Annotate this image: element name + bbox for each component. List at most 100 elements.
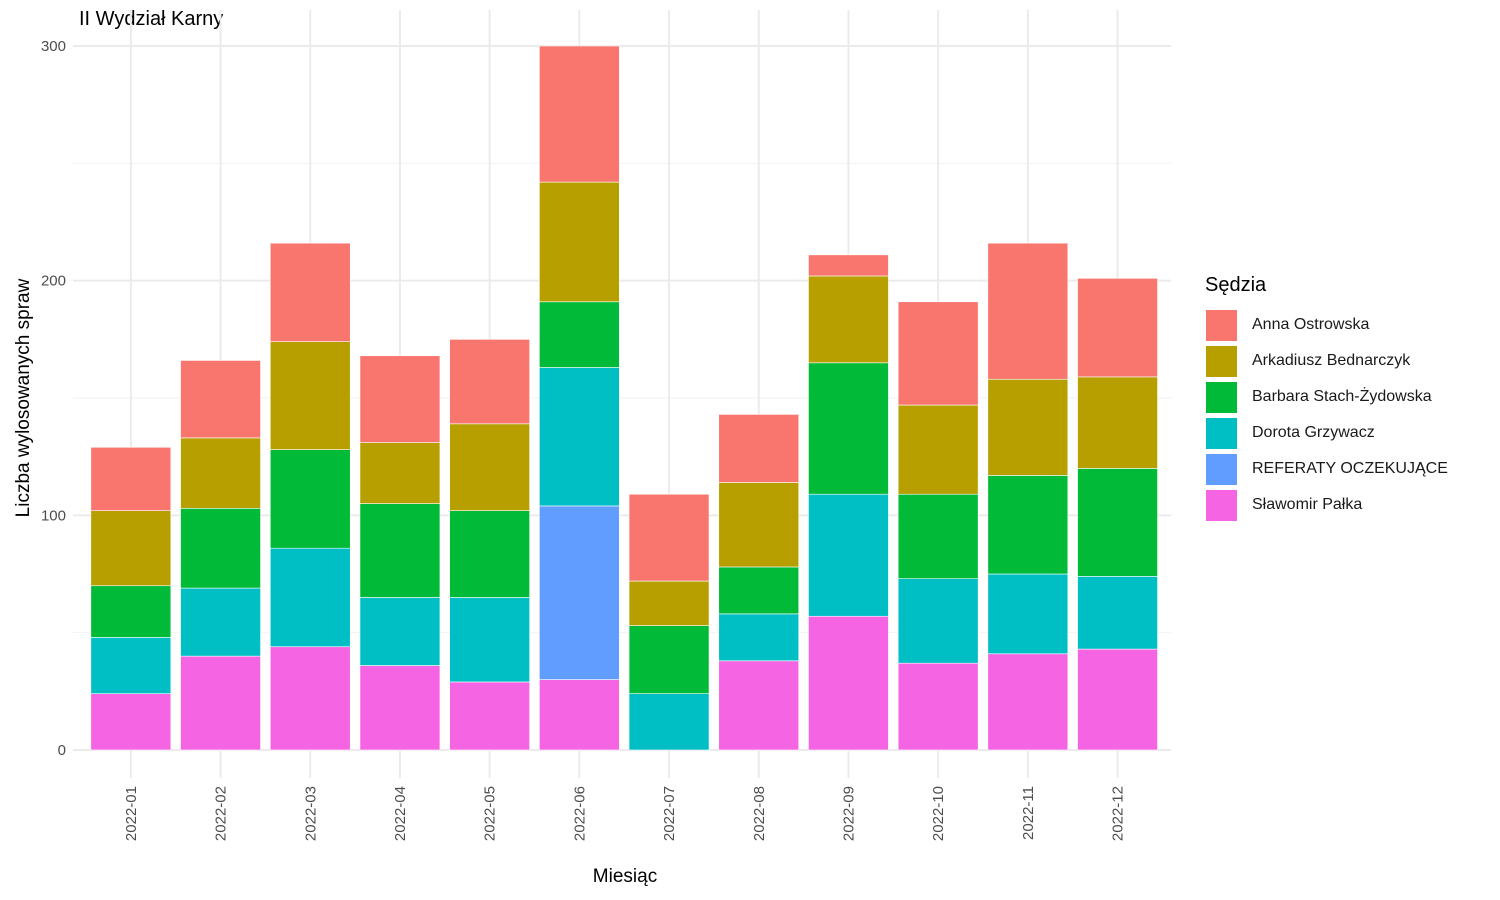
bar-segment-2022-08-barbara-stach-ydowska — [718, 566, 800, 615]
legend-items: Anna Ostrowska Arkadiusz Bednarczyk Barbar… — [1205, 307, 1448, 523]
x-axis-label: Miesiąc — [592, 866, 658, 887]
bar-segment-2022-10-s-awomir-pa-ka — [897, 662, 979, 751]
legend-label: Dorota Grzywacz — [1252, 424, 1375, 441]
y-tick-label: 300 — [41, 38, 66, 55]
bar-segment-2022-02-arkadiusz-bednarczyk — [180, 437, 261, 509]
legend-item: Arkadiusz Bednarczyk — [1205, 343, 1448, 379]
legend-swatch — [1205, 488, 1238, 522]
x-tick-label: 2022-07 — [661, 786, 678, 841]
bar-segment-2022-06-barbara-stach-ydowska — [539, 301, 620, 368]
legend: Sędzia Anna Ostrowska Arkadiusz Bednarczy… — [1205, 274, 1448, 523]
bar-segment-2022-09-arkadiusz-bednarczyk — [808, 275, 889, 364]
bar-segment-2022-12-arkadiusz-bednarczyk — [1077, 376, 1158, 469]
bar-segment-2022-04-dorota-grzywacz — [359, 597, 441, 666]
bar-segment-2022-08-s-awomir-pa-ka — [718, 660, 800, 751]
bar-segment-2022-09-s-awomir-pa-ka — [808, 615, 889, 751]
x-tick-label: 2022-02 — [213, 786, 230, 841]
bar-segment-2022-03-barbara-stach-ydowska — [269, 449, 351, 549]
y-axis-label: Liczba wylosowanych spraw — [13, 278, 34, 518]
legend-swatch — [1205, 308, 1238, 342]
bar-segment-2022-05-barbara-stach-ydowska — [449, 510, 530, 598]
x-tick-label: 2022-04 — [392, 786, 409, 841]
bar-segment-2022-02-barbara-stach-ydowska — [180, 507, 261, 589]
bar-segment-2022-04-anna-ostrowska — [359, 355, 441, 443]
legend-item: Dorota Grzywacz — [1205, 415, 1448, 451]
bar-segment-2022-03-s-awomir-pa-ka — [269, 646, 351, 751]
bar-segment-2022-03-arkadiusz-bednarczyk — [269, 341, 351, 450]
x-tick-label: 2022-03 — [302, 786, 319, 841]
legend-swatch — [1205, 380, 1238, 414]
legend-item: Barbara Stach-Żydowska — [1205, 379, 1448, 415]
bar-segment-2022-07-barbara-stach-ydowska — [628, 625, 710, 694]
bar-segment-2022-03-anna-ostrowska — [269, 242, 351, 342]
bar-segment-2022-08-dorota-grzywacz — [718, 613, 800, 662]
bar-segment-2022-06-s-awomir-pa-ka — [539, 679, 620, 751]
y-tick-label: 200 — [41, 273, 66, 290]
bar-segment-2022-06-referaty-oczekuj-ce — [539, 505, 620, 680]
chart-title: II Wydział Karny — [79, 8, 224, 30]
bar-segment-2022-02-s-awomir-pa-ka — [180, 655, 261, 751]
bar-segment-2022-09-dorota-grzywacz — [808, 493, 889, 617]
bar-segment-2022-01-barbara-stach-ydowska — [90, 585, 172, 638]
bar-segment-2022-06-dorota-grzywacz — [539, 367, 620, 507]
bar-segment-2022-12-barbara-stach-ydowska — [1077, 468, 1158, 577]
x-tick-label: 2022-01 — [123, 786, 140, 841]
bar-segment-2022-11-dorota-grzywacz — [987, 573, 1069, 655]
x-tick-label: 2022-06 — [571, 786, 588, 841]
bar-segment-2022-12-dorota-grzywacz — [1077, 576, 1158, 650]
legend-label: Barbara Stach-Żydowska — [1252, 388, 1432, 405]
bar-segment-2022-05-anna-ostrowska — [449, 339, 530, 425]
bar-segment-2022-10-arkadiusz-bednarczyk — [897, 404, 979, 495]
y-tick-label: 100 — [41, 507, 66, 524]
x-tick-label: 2022-08 — [751, 786, 768, 841]
bar-segment-2022-06-anna-ostrowska — [539, 45, 620, 183]
bar-segment-2022-02-anna-ostrowska — [180, 360, 261, 439]
legend-swatch — [1205, 416, 1238, 450]
bar-segment-2022-04-arkadiusz-bednarczyk — [359, 442, 441, 504]
legend-label: Arkadiusz Bednarczyk — [1252, 352, 1411, 369]
bar-segment-2022-09-anna-ostrowska — [808, 254, 889, 277]
bar-segment-2022-04-barbara-stach-ydowska — [359, 503, 441, 598]
legend-label: Sławomir Pałka — [1252, 496, 1363, 513]
bar-segment-2022-10-anna-ostrowska — [897, 301, 979, 406]
legend-swatch — [1205, 344, 1238, 378]
bar-segment-2022-05-dorota-grzywacz — [449, 597, 530, 683]
bar-segment-2022-01-anna-ostrowska — [90, 446, 172, 511]
bar-segment-2022-07-arkadiusz-bednarczyk — [628, 580, 710, 626]
bar-segment-2022-01-s-awomir-pa-ka — [90, 693, 172, 751]
bar-segment-2022-07-dorota-grzywacz — [628, 693, 710, 751]
x-tick-label: 2022-10 — [930, 786, 947, 841]
bar-segment-2022-08-arkadiusz-bednarczyk — [718, 482, 800, 568]
bar-segment-2022-08-anna-ostrowska — [718, 414, 800, 483]
legend-title: Sędzia — [1205, 274, 1267, 296]
bar-segment-2022-11-arkadiusz-bednarczyk — [987, 378, 1069, 476]
x-tick-label: 2022-11 — [1020, 786, 1037, 840]
bar-segment-2022-09-barbara-stach-ydowska — [808, 362, 889, 495]
bar-segment-2022-01-arkadiusz-bednarczyk — [90, 510, 172, 587]
bar-segment-2022-05-arkadiusz-bednarczyk — [449, 423, 530, 511]
bars — [90, 45, 1158, 751]
x-tick-label: 2022-12 — [1110, 786, 1127, 841]
bar-segment-2022-11-anna-ostrowska — [987, 242, 1069, 380]
bar-segment-2022-05-s-awomir-pa-ka — [449, 681, 530, 751]
bar-segment-2022-02-dorota-grzywacz — [180, 587, 261, 657]
legend-item: Anna Ostrowska — [1205, 307, 1448, 343]
bar-segment-2022-11-s-awomir-pa-ka — [987, 653, 1069, 751]
legend-label: REFERATY OCZEKUJĄCE — [1252, 460, 1448, 477]
legend-item: REFERATY OCZEKUJĄCE — [1205, 451, 1448, 487]
x-tick-label: 2022-05 — [482, 786, 499, 841]
bar-segment-2022-10-barbara-stach-ydowska — [897, 493, 979, 579]
bar-segment-2022-06-arkadiusz-bednarczyk — [539, 181, 620, 303]
legend-label: Anna Ostrowska — [1252, 316, 1370, 333]
x-tick-label: 2022-09 — [840, 786, 857, 841]
legend-swatch — [1205, 452, 1238, 486]
bar-segment-2022-10-dorota-grzywacz — [897, 578, 979, 664]
bar-segment-2022-12-anna-ostrowska — [1077, 278, 1158, 378]
y-tick-label: 0 — [58, 742, 66, 759]
bar-segment-2022-01-dorota-grzywacz — [90, 637, 172, 694]
bar-segment-2022-11-barbara-stach-ydowska — [987, 475, 1069, 575]
legend-item: Sławomir Pałka — [1205, 487, 1448, 523]
bar-segment-2022-04-s-awomir-pa-ka — [359, 665, 441, 751]
bar-segment-2022-03-dorota-grzywacz — [269, 547, 351, 648]
